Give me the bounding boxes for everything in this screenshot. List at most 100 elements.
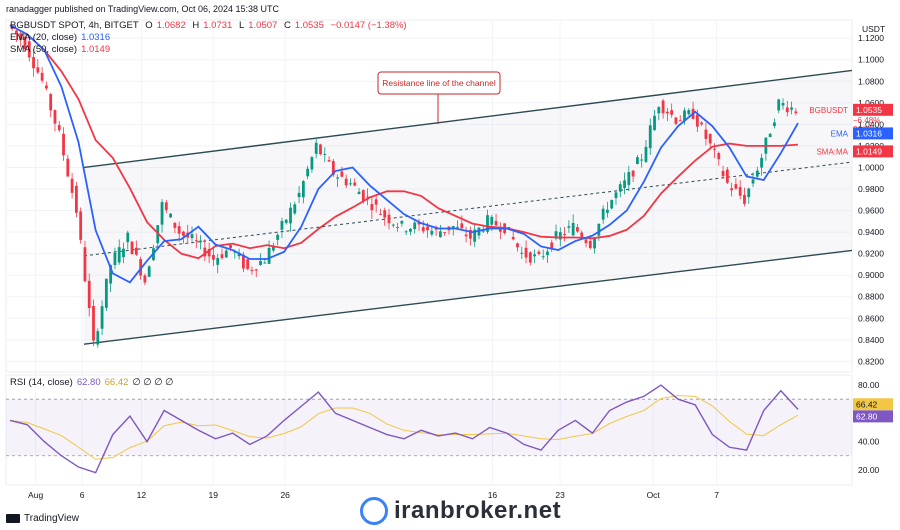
ema-legend[interactable]: EMA (20, close) 1.0316	[10, 32, 114, 43]
rsi-value: 62.80	[76, 377, 101, 388]
candle-body	[66, 158, 70, 177]
candle-body	[387, 214, 391, 224]
candle-body	[430, 230, 434, 235]
y-tick-label: 1.0000	[858, 162, 884, 172]
candle-body	[524, 247, 528, 258]
tradingview-logo[interactable]: TradingView	[6, 513, 79, 524]
sma-legend[interactable]: SMA (50, close) 1.0149	[10, 44, 114, 55]
y-tick-label: 0.9800	[858, 184, 884, 194]
close-label: C	[283, 20, 291, 31]
candle-body	[456, 226, 459, 228]
price-tag-change: −6.48%	[853, 116, 880, 125]
candle-body	[246, 259, 250, 269]
candle-body	[665, 111, 669, 114]
candle-body	[254, 269, 258, 271]
high-label: H	[192, 20, 200, 31]
candle-body	[426, 226, 429, 231]
candle-body	[473, 229, 477, 242]
candle-body	[263, 262, 267, 264]
candle-body	[743, 194, 746, 204]
candle-body	[576, 227, 579, 232]
candle-body	[773, 122, 776, 126]
candle-body	[96, 331, 100, 345]
candle-body	[550, 242, 554, 250]
candle-body	[62, 133, 65, 156]
candle-body	[460, 223, 464, 229]
candle-body	[516, 243, 519, 248]
change-value: −0.0147 (−1.38%)	[330, 20, 407, 31]
sma-label: SMA (50, close)	[10, 44, 78, 55]
price-tag-value: 1.0316	[856, 128, 882, 138]
candle-body	[122, 248, 125, 258]
candle-body	[678, 120, 682, 122]
rsi-legend[interactable]: RSI (14, close) 62.80 66.42 ∅ ∅ ∅ ∅	[10, 377, 177, 388]
candle-body	[379, 214, 382, 216]
candle-body	[541, 256, 545, 258]
candle-body	[546, 251, 549, 256]
candle-body	[593, 237, 596, 249]
candle-body	[760, 157, 763, 168]
candle-body	[610, 199, 614, 209]
close-value: 1.0535	[294, 20, 324, 31]
channel-fill	[84, 70, 852, 345]
annotation-text: Resistance line of the channel	[382, 78, 496, 88]
candle-body	[314, 142, 318, 154]
price-pane[interactable]	[5, 19, 853, 373]
tradingview-icon	[6, 514, 20, 523]
low-value: 1.0507	[248, 20, 278, 31]
candle-body	[147, 266, 151, 277]
y-tick-label: 1.1200	[858, 33, 884, 43]
candle-body	[194, 240, 198, 242]
candle-body	[674, 117, 678, 124]
candle-body	[713, 148, 716, 150]
candle-body	[259, 261, 262, 265]
candle-body	[57, 125, 61, 131]
candle-body	[490, 216, 494, 225]
x-tick-label: 7	[714, 490, 719, 500]
candle-body	[319, 144, 322, 155]
candle-body	[349, 183, 352, 185]
x-tick-label: 23	[555, 490, 565, 500]
candle-body	[353, 182, 357, 186]
candle-body	[391, 224, 395, 226]
candle-body	[83, 247, 87, 282]
candle-body	[640, 159, 644, 161]
candle-body	[242, 254, 245, 269]
candle-body	[15, 30, 18, 35]
candle-body	[601, 208, 605, 220]
rsi-band	[6, 399, 852, 456]
candle-body	[53, 110, 57, 124]
candle-body	[486, 215, 489, 232]
candle-body	[618, 184, 622, 192]
rsi-pane[interactable]	[5, 374, 853, 486]
rsi-tag-value: 62.80	[856, 411, 878, 421]
price-tag-box	[853, 103, 893, 116]
candle-body	[113, 252, 117, 265]
rsi-label: RSI (14, close)	[10, 377, 73, 388]
candle-body	[468, 230, 472, 239]
candle-body	[717, 153, 721, 160]
candle-body	[704, 129, 708, 139]
open-label: O	[145, 20, 153, 31]
tradingview-label: TradingView	[24, 513, 80, 524]
candle-body	[790, 107, 793, 110]
x-tick-label: 26	[280, 490, 290, 500]
candle-body	[794, 111, 798, 114]
candle-body	[331, 161, 335, 175]
candle-body	[695, 114, 699, 127]
candle-body	[464, 234, 468, 237]
price-tag-box	[853, 127, 893, 140]
candle-body	[40, 72, 44, 81]
candle-body	[32, 57, 35, 69]
price-tag-label: EMA	[831, 129, 849, 138]
candle-body	[400, 220, 404, 224]
price-tag-value: 1.0149	[856, 146, 882, 156]
candle-body	[558, 232, 562, 240]
candle-body	[751, 179, 755, 184]
candle-body	[126, 232, 130, 243]
symbol-name[interactable]: BGBUSDT SPOT, 4h, BITGET	[10, 20, 139, 31]
candle-body	[661, 100, 665, 114]
low-label: L	[238, 20, 245, 31]
candle-body	[357, 191, 361, 195]
symbol-legend: BGBUSDT SPOT, 4h, BITGET O 1.0682 H 1.0731…	[10, 20, 411, 31]
